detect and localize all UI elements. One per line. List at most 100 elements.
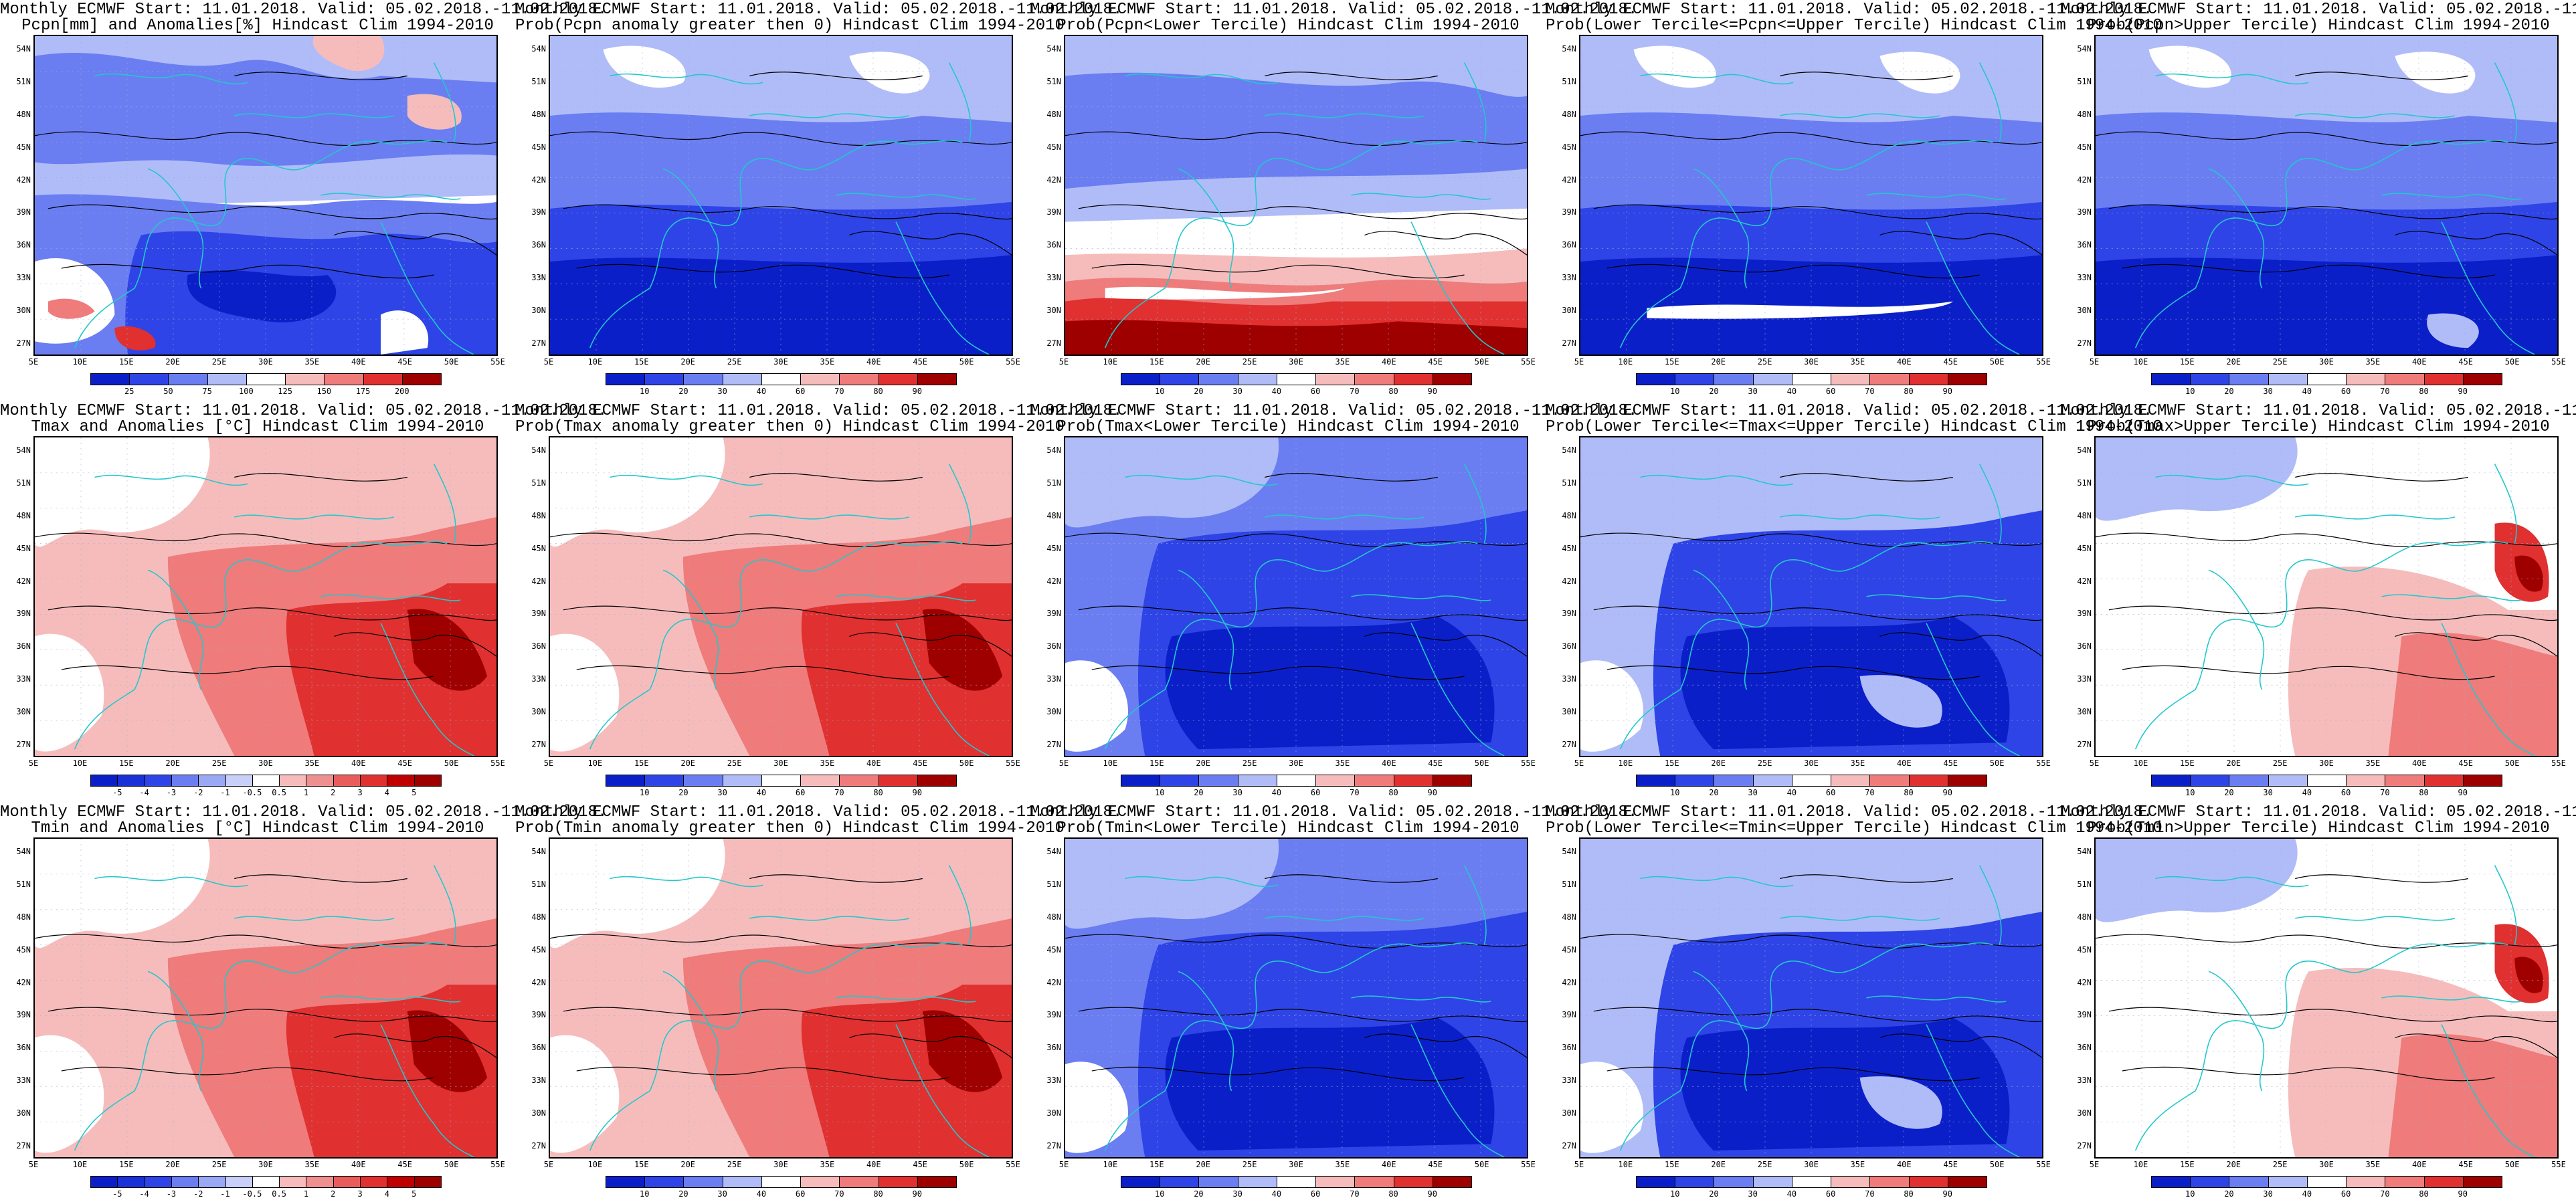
colorbar-tick-label: 10: [1154, 1189, 1165, 1199]
coastline: [589, 140, 963, 348]
longitude-label: 10E: [1618, 759, 1633, 768]
longitude-label: 30E: [2319, 357, 2334, 367]
map-panel-pcpn_lower: Monthly ECMWF Start: 11.01.2018. Valid: …: [1030, 0, 1637, 401]
coastline: [2295, 113, 2456, 118]
colorbar-swatch: [2462, 373, 2502, 385]
longitude-label: 5E: [543, 357, 554, 367]
coastline: [1104, 942, 1478, 1151]
contour-line: [563, 204, 1012, 220]
colorbar-tick-label: 30: [717, 387, 727, 396]
longitude-label: 30E: [1289, 357, 1303, 367]
colorbar-tick-label: 20: [678, 788, 688, 797]
longitude-label: 20E: [1711, 357, 1726, 367]
latitude-label: 45N: [16, 142, 31, 152]
latitude-label: 30N: [2077, 306, 2092, 316]
longitude-label: 35E: [820, 1160, 835, 1169]
longitude-label: 30E: [1804, 357, 1819, 367]
coastline: [1619, 541, 1993, 750]
colorbar-swatch: [1947, 775, 1987, 787]
colorbar-tick-label: 20: [1709, 387, 1719, 396]
longitude-label: 40E: [866, 357, 881, 367]
contour-line: [1606, 665, 1980, 680]
colorbar-tick-label: 10: [2185, 1189, 2195, 1199]
colorbar-tick-label: 20: [1709, 1189, 1719, 1199]
colorbar-swatch: [2190, 373, 2230, 385]
latitude-label: 45N: [1046, 142, 1061, 152]
latitude-label: 48N: [16, 912, 31, 922]
colorbar-tick-label: 2: [331, 788, 336, 797]
coastline: [94, 73, 248, 85]
latitude-label: 33N: [1562, 1076, 1576, 1086]
colorbar-tick-label: 90: [1942, 788, 1952, 797]
panel-title-line2: Prob(Tmax anomaly greater then 0) Hindca…: [515, 418, 1065, 436]
latitude-label: 33N: [1046, 674, 1061, 684]
coastline: [610, 73, 763, 85]
coastline: [2155, 876, 2309, 888]
colorbar-tick-label: 80: [2419, 387, 2429, 396]
colorbar-swatch: [90, 373, 130, 385]
colorbar-swatch: [1354, 775, 1394, 787]
colorbar-tick-label: 80: [1388, 387, 1398, 396]
map-panel-tmin_anom: Monthly ECMWF Start: 11.01.2018. Valid: …: [0, 803, 607, 1204]
colorbar-tick-label: 30: [1232, 1189, 1243, 1199]
coastline: [234, 113, 395, 118]
field-shade-region: [407, 609, 488, 691]
contour-line: [1091, 1066, 1465, 1082]
latitude-label: 48N: [531, 912, 546, 922]
colorbar-tick-label: 90: [1942, 387, 1952, 396]
latitude-label: 48N: [2077, 912, 2092, 922]
latitude-label: 42N: [16, 576, 31, 586]
field-shade-region: [1879, 52, 1960, 94]
longitude-label: 55E: [1006, 1160, 1020, 1169]
latitude-label: 30N: [531, 707, 546, 717]
latitude-label: 39N: [1562, 1010, 1576, 1020]
colorbar-swatch: [246, 373, 286, 385]
colorbar-tick-label: 175: [355, 387, 371, 396]
latitude-label: 45N: [16, 543, 31, 553]
colorbar-tick-label: 10: [639, 387, 650, 396]
colorbar: 10 20 30 40 60 70 80 90: [1121, 775, 1472, 797]
latitude-label: 36N: [16, 641, 31, 651]
colorbar-swatch: [1752, 373, 1792, 385]
longitude-label: 55E: [1521, 357, 1536, 367]
coastline: [948, 62, 972, 142]
contour-line: [849, 231, 1012, 256]
longitude-label: 35E: [304, 759, 320, 768]
longitude-label: 50E: [1474, 357, 1489, 367]
colorbar-tick-label: 40: [756, 788, 767, 797]
map-area: [2094, 35, 2559, 356]
contour-line: [1879, 231, 2042, 256]
panel-title-line1: Monthly ECMWF Start: 11.01.2018. Valid: …: [2061, 402, 2576, 420]
colorbar-tick-label: 25: [124, 387, 134, 396]
longitude-label: 55E: [2551, 759, 2566, 768]
contour-line: [1879, 1033, 2042, 1058]
colorbar-tick-label: 90: [1942, 1189, 1952, 1199]
longitude-label: 40E: [1896, 759, 1912, 768]
longitude-label: 45E: [397, 759, 413, 768]
colorbar-swatch: [878, 373, 918, 385]
map-area: [1064, 837, 1528, 1159]
colorbar-swatch: [2268, 373, 2308, 385]
latitude-label: 48N: [1562, 109, 1576, 119]
colorbar-tick-label: 40: [2302, 387, 2312, 396]
colorbar-tick-label: -3: [166, 788, 177, 797]
colorbar-swatch: [1393, 373, 1433, 385]
colorbar-swatch: [839, 775, 879, 787]
field-shade-region: [1580, 255, 2042, 355]
longitude-label: 5E: [1574, 759, 1584, 768]
colorbar-swatch: [1354, 373, 1394, 385]
latitude-label: 42N: [2077, 175, 2092, 185]
colorbar-tick-label: 60: [795, 387, 806, 396]
map-field: [1580, 36, 2042, 355]
longitude-label: 50E: [1474, 759, 1489, 768]
coastline: [1410, 623, 1505, 756]
field-shade-region: [35, 1035, 104, 1153]
field-shade-region: [48, 298, 95, 319]
coastline: [147, 971, 204, 1092]
latitude-label: 33N: [1046, 1076, 1061, 1086]
latitude-label: 39N: [2077, 207, 2092, 217]
latitude-label: 27N: [16, 1141, 31, 1150]
longitude-label: 55E: [2036, 759, 2051, 768]
longitude-label: 5E: [543, 759, 554, 768]
colorbar-tick-label: 1: [303, 1189, 309, 1199]
